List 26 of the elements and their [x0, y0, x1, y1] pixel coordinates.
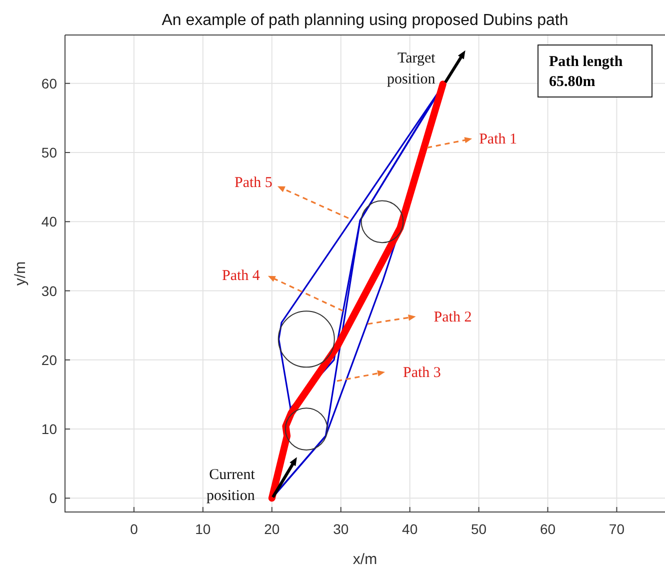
annotation: Path 2 — [434, 310, 472, 326]
annotation: Target position — [386, 50, 436, 88]
annotation: Path length 65.80m — [549, 54, 624, 90]
x-tick-label: 30 — [333, 521, 349, 537]
y-tick-label: 10 — [41, 421, 58, 438]
x-tick-label: 20 — [264, 521, 280, 537]
y-tick-label: 20 — [41, 352, 58, 368]
y-tick-label: 0 — [49, 490, 58, 506]
y-tick-label: 50 — [41, 144, 58, 161]
x-tick-label: 0 — [130, 521, 138, 537]
x-tick-label: 40 — [402, 521, 418, 537]
y-tick-label: 60 — [41, 75, 58, 92]
y-axis-title: y/m — [12, 261, 29, 286]
y-tick-label: 30 — [41, 282, 58, 299]
annotation: Path 1 — [479, 132, 517, 148]
annotation: Path 5 — [234, 175, 272, 192]
annotation: Path 4 — [222, 268, 260, 284]
x-axis-title: x/m — [352, 551, 378, 568]
annotation: Current position — [206, 467, 256, 504]
annotation: Path 3 — [403, 365, 441, 381]
x-tick-label: 70 — [608, 521, 625, 537]
y-tick-label: 40 — [41, 214, 58, 230]
x-tick-label: 10 — [195, 521, 211, 537]
x-tick-label: 50 — [471, 521, 487, 537]
chart-title: An example of path planning using proposed Dubins path — [162, 12, 568, 29]
x-tick-label: 60 — [540, 521, 556, 537]
